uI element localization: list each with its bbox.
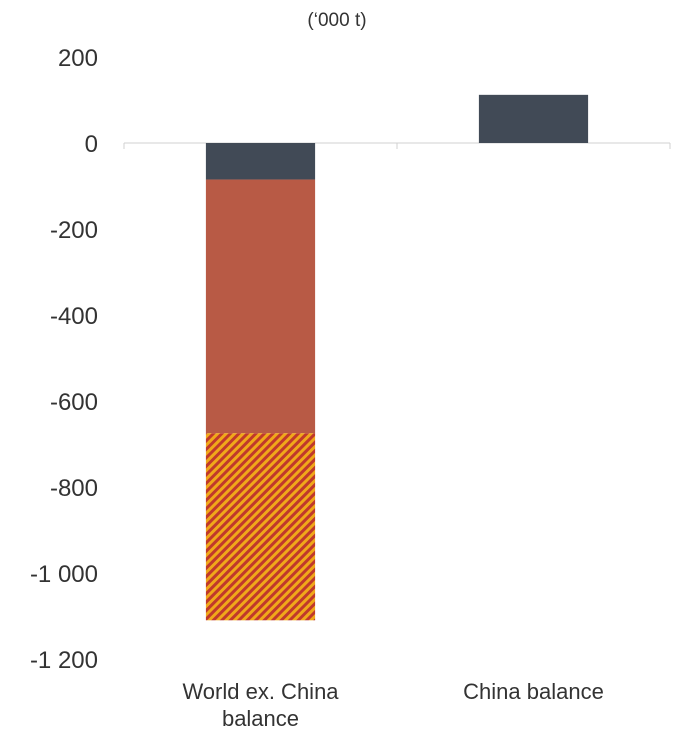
y-tick-label: -1 000 [30,561,98,588]
y-tick-label: 200 [58,45,98,72]
y-tick-label: 0 [85,131,98,158]
bar-segment [478,94,589,143]
y-tick-label: -200 [50,217,98,244]
x-axis: World ex. China balance China balance [182,679,603,731]
y-tick-label: -1 200 [30,647,98,674]
unit-label: (‘000 t) [307,10,366,31]
bars [205,94,589,621]
bar-segment [205,143,316,180]
y-tick-label: -400 [50,303,98,330]
bar-segment [205,433,316,621]
y-tick-label: -800 [50,475,98,502]
bar-segment [205,179,316,434]
y-axis: 200 0 -200 -400 -600 -800 -1 000 -1 200 [30,45,671,674]
x-category-label: World ex. China balance [182,679,339,731]
x-category-label: China balance [463,679,604,704]
y-tick-label: -600 [50,389,98,416]
